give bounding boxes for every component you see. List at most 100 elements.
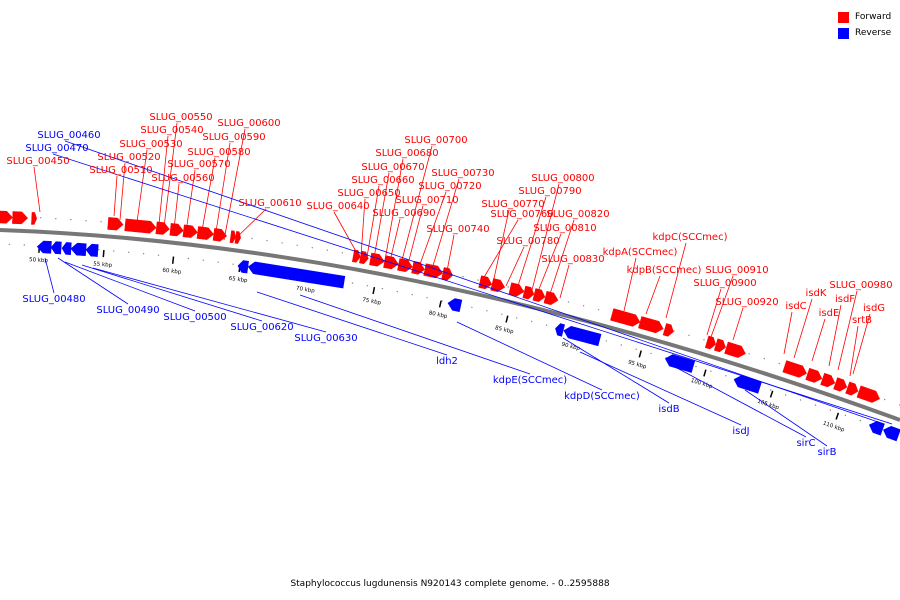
- minor-tick-upper: [251, 237, 253, 240]
- minor-tick-lower: [486, 310, 488, 312]
- gene-label-sirc: sirC: [796, 438, 815, 449]
- reverse-gene-arrow: [70, 242, 87, 256]
- major-tick: [769, 390, 774, 398]
- genome-backbone: [0, 228, 900, 422]
- forward-gene-arrow: [610, 308, 641, 327]
- leader-line: [33, 166, 41, 213]
- reverse-gene-arrow: [247, 261, 346, 289]
- scale-tick-label: 85 kbp: [494, 325, 514, 335]
- leader-line: [559, 264, 570, 299]
- minor-tick-lower: [8, 243, 11, 246]
- gene-label-slug-00570: SLUG_00570: [167, 159, 230, 170]
- forward-gene-arrow: [856, 385, 881, 403]
- gene-label-slug-00810: SLUG_00810: [533, 223, 596, 234]
- gene-label-isde: isdE: [819, 308, 840, 319]
- reverse-swatch: [838, 27, 849, 39]
- minor-tick-upper: [326, 249, 328, 251]
- leader-line: [732, 307, 744, 341]
- minor-tick-lower: [725, 375, 727, 377]
- minor-tick-lower: [98, 249, 100, 251]
- forward-gene-arrow: [805, 367, 823, 383]
- gene-label-slug-00520: SLUG_00520: [97, 152, 160, 163]
- gene-label-slug-00470: SLUG_00470: [25, 143, 88, 154]
- gene-label-slug-00760: SLUG_00760: [490, 209, 553, 220]
- minor-tick-upper: [266, 240, 268, 242]
- leader-line: [418, 191, 447, 268]
- legend-forward-label: Forward: [855, 12, 892, 22]
- reverse-gene-arrow: [85, 243, 99, 257]
- minor-tick-upper: [778, 362, 780, 365]
- forward-gene-arrow: [782, 360, 807, 378]
- leader-line: [44, 257, 55, 294]
- reverse-gene-arrow: [555, 323, 565, 337]
- gene-label-isdf: isdF: [835, 294, 855, 305]
- leader-line: [333, 211, 359, 256]
- forward-gene-arrow: [229, 230, 236, 244]
- leader-line: [505, 246, 525, 287]
- gene-label-slug-00460: SLUG_00460: [37, 130, 100, 141]
- leader-line: [136, 149, 148, 223]
- forward-gene-arrow: [478, 275, 493, 290]
- minor-tick-upper: [763, 357, 765, 360]
- forward-gene-arrow: [369, 252, 385, 267]
- leader-line: [256, 291, 448, 356]
- major-tick: [703, 369, 707, 377]
- gene-label-slug-00610: SLUG_00610: [238, 198, 301, 209]
- minor-tick-lower: [545, 324, 548, 326]
- gene-label-ldh2: ldh2: [436, 356, 458, 367]
- minor-tick-lower: [217, 261, 219, 263]
- forward-gene-arrow: [833, 377, 848, 392]
- minor-tick-lower: [471, 306, 473, 309]
- leader-line: [828, 304, 842, 367]
- leader-line: [119, 162, 126, 221]
- gene-label-isdj: isdJ: [732, 426, 749, 437]
- forward-gene-arrow: [169, 223, 184, 237]
- minor-tick-upper: [748, 353, 750, 355]
- scale-tick-label: 50 kbp: [29, 257, 49, 264]
- leader-line: [793, 298, 813, 359]
- reverse-gene-arrow: [50, 241, 62, 255]
- gene-label-srtb: srtB: [852, 315, 872, 326]
- minor-tick-lower: [426, 297, 428, 299]
- minor-tick-lower: [859, 419, 861, 422]
- gene-label-kdpa-sccmec: kdpA(SCCmec): [603, 247, 678, 258]
- leader-line: [744, 389, 828, 447]
- gene-label-slug-00680: SLUG_00680: [375, 148, 438, 159]
- gene-label-slug-00700: SLUG_00700: [404, 135, 467, 146]
- gene-label-slug-00780: SLUG_00780: [496, 236, 559, 247]
- leader-line: [360, 198, 366, 257]
- major-tick: [102, 250, 105, 258]
- leader-line: [548, 219, 575, 298]
- leader-line: [163, 122, 178, 228]
- leader-line: [536, 233, 562, 295]
- minor-tick-lower: [530, 320, 533, 323]
- leader-line: [158, 135, 169, 225]
- major-tick: [438, 300, 442, 308]
- gene-label-slug-00490: SLUG_00490: [96, 305, 159, 316]
- gene-label-slug-00640: SLUG_00640: [306, 201, 369, 212]
- minor-tick-upper: [281, 242, 283, 244]
- forward-gene-arrow: [704, 335, 716, 350]
- forward-gene-arrow: [820, 372, 836, 388]
- minor-tick-lower: [396, 290, 398, 293]
- gene-label-slug-00690: SLUG_00690: [372, 208, 435, 219]
- reverse-gene-arrow: [237, 260, 249, 274]
- scale-tick-label: 100 kbp: [690, 378, 714, 390]
- leader-line: [407, 205, 424, 265]
- gene-label-isdg: isdG: [863, 303, 885, 314]
- minor-tick-upper: [40, 217, 42, 219]
- legend: Forward Reverse: [838, 9, 891, 41]
- leader-line: [562, 337, 670, 404]
- gene-label-slug-00540: SLUG_00540: [140, 125, 203, 136]
- forward-gene-arrow: [638, 316, 664, 334]
- forward-gene-arrow: [845, 381, 859, 396]
- leader-line: [185, 169, 196, 233]
- reverse-gene-arrow: [36, 240, 52, 254]
- leader-line: [849, 325, 859, 377]
- reverse-gene-arrow: [883, 426, 900, 442]
- forward-gene-arrow: [522, 285, 535, 300]
- gene-label-slug-00530: SLUG_00530: [119, 139, 182, 150]
- reverse-gene-arrow: [61, 242, 72, 255]
- scale-tick-label: 80 kbp: [428, 310, 448, 320]
